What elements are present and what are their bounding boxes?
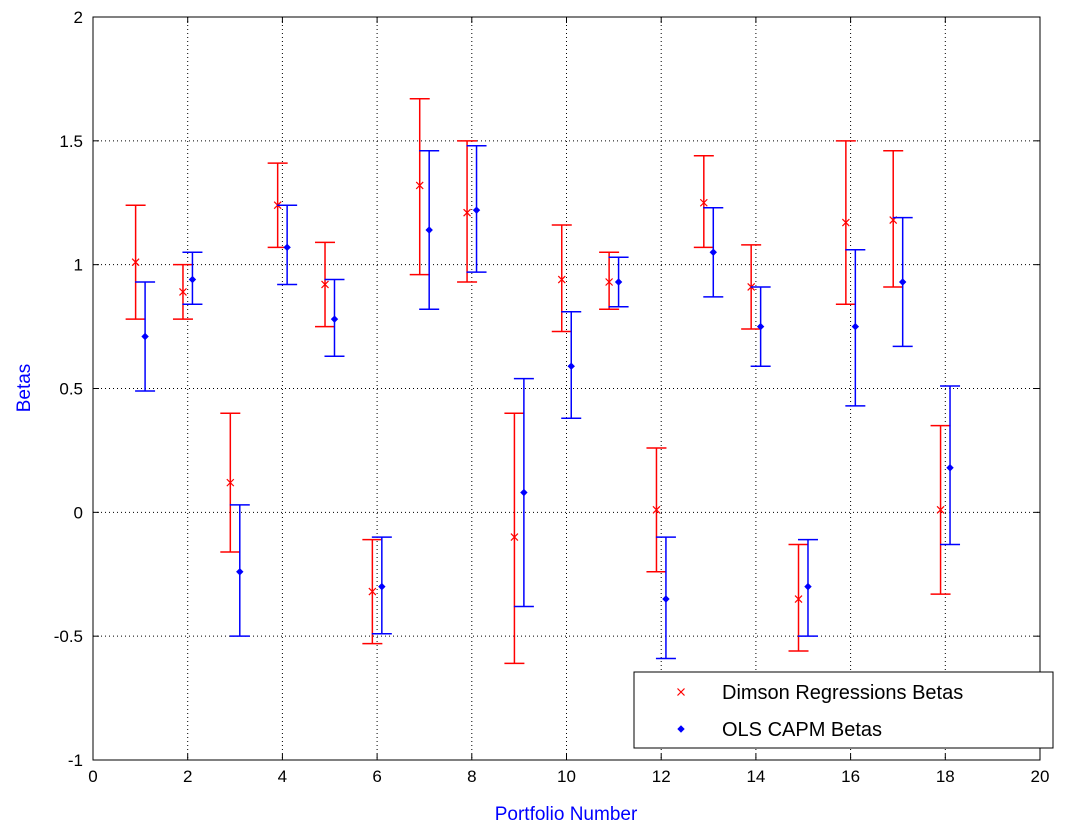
x-tick-label: 0	[88, 767, 97, 786]
x-tick-label: 6	[372, 767, 381, 786]
axes: 0 2 4 6 8 10 12 14 16 18 20 -1 -0.5 0 0.5 1 1.5 2	[54, 8, 1050, 786]
legend-label-dimson: Dimson Regressions Betas	[722, 682, 963, 704]
point-ols	[425, 226, 433, 234]
y-tick-label: 0.5	[59, 380, 83, 399]
point-dimson-stroke	[131, 258, 140, 267]
point-dimson-stroke	[794, 595, 803, 603]
x-tick-label: 18	[936, 767, 955, 786]
error-bar-dimson	[788, 543, 809, 652]
point-dimson	[652, 505, 661, 514]
legend-diamond-marker	[677, 725, 685, 733]
legend-label-ols: OLS CAPM Betas	[722, 719, 882, 741]
y-tick-label: 1	[74, 256, 83, 275]
series-dimson	[125, 97, 951, 665]
x-axis-label: Portfolio Number	[495, 804, 638, 825]
point-dimson	[794, 595, 803, 603]
point-dimson-stroke	[321, 280, 329, 289]
legend-marker-ols	[677, 725, 685, 733]
error-bar-dimson	[551, 224, 572, 333]
point-ols	[567, 362, 575, 370]
point-ols	[851, 322, 860, 331]
y-axis-label: Betas	[14, 364, 35, 413]
x-tick-label: 2	[183, 767, 192, 786]
point-dimson	[605, 278, 614, 286]
point-dimson-stroke	[557, 275, 566, 284]
point-dimson	[415, 181, 424, 190]
y-tick-label: 1.5	[59, 132, 83, 151]
point-ols	[283, 243, 291, 252]
plot-frame	[92, 16, 1041, 761]
point-dimson-stroke	[463, 208, 471, 217]
point-dimson	[841, 218, 850, 227]
point-dimson	[131, 258, 140, 267]
legend-box	[633, 671, 1054, 749]
legend: Dimson Regressions Betas OLS CAPM Betas	[633, 671, 1054, 749]
point-dimson	[557, 275, 566, 284]
point-dimson	[368, 587, 377, 596]
legend-x-marker-stroke	[677, 688, 685, 696]
point-ols	[898, 278, 907, 286]
x-tick-label: 10	[557, 767, 576, 786]
x-tick-label: 8	[467, 767, 476, 786]
point-dimson-stroke	[841, 218, 850, 227]
point-ols	[804, 582, 812, 591]
point-dimson	[226, 478, 235, 487]
point-ols	[188, 275, 197, 284]
error-bar-dimson	[409, 97, 430, 276]
error-bar-dimson	[599, 251, 620, 310]
point-dimson-stroke	[510, 533, 519, 542]
y-tick-label: -0.5	[54, 627, 83, 646]
legend-marker-dimson	[677, 688, 685, 696]
point-ols	[756, 322, 765, 331]
point-dimson	[699, 198, 708, 207]
point-dimson-stroke	[226, 478, 235, 487]
error-bar-dimson	[504, 412, 525, 665]
point-dimson-stroke	[368, 587, 377, 596]
point-ols	[141, 332, 149, 341]
legend-x-marker	[677, 688, 685, 696]
series-ols	[135, 145, 961, 660]
point-dimson-stroke	[179, 287, 187, 296]
point-dimson	[463, 208, 471, 217]
point-dimson-stroke	[699, 198, 708, 207]
x-tick-label: 4	[278, 767, 287, 786]
point-ols	[614, 278, 623, 286]
point-dimson-stroke	[415, 181, 424, 190]
point-ols	[236, 568, 244, 576]
y-tick-label: 0	[74, 503, 83, 522]
x-tick-label: 12	[652, 767, 671, 786]
error-bar-dimson	[457, 140, 478, 283]
point-dimson-stroke	[605, 278, 614, 286]
error-bar-dimson	[883, 149, 904, 288]
point-ols	[709, 248, 717, 256]
plot-series	[125, 97, 961, 665]
y-tick-label: -1	[68, 751, 83, 770]
x-tick-label: 20	[1031, 767, 1050, 786]
grid-lines	[93, 17, 1040, 760]
point-dimson-stroke	[652, 505, 661, 514]
point-ols	[472, 206, 481, 214]
point-dimson-stroke	[936, 505, 945, 514]
point-ols	[520, 488, 528, 497]
x-tick-label: 16	[841, 767, 860, 786]
point-dimson	[936, 505, 945, 514]
point-ols	[662, 595, 670, 603]
point-dimson	[179, 287, 187, 296]
x-tick-label: 14	[746, 767, 765, 786]
error-bar-dimson	[693, 154, 714, 249]
y-tick-label: 2	[74, 8, 83, 27]
point-dimson	[510, 533, 519, 542]
point-ols	[946, 464, 954, 472]
point-dimson	[321, 280, 329, 289]
point-ols	[378, 582, 386, 591]
point-ols	[330, 315, 339, 323]
